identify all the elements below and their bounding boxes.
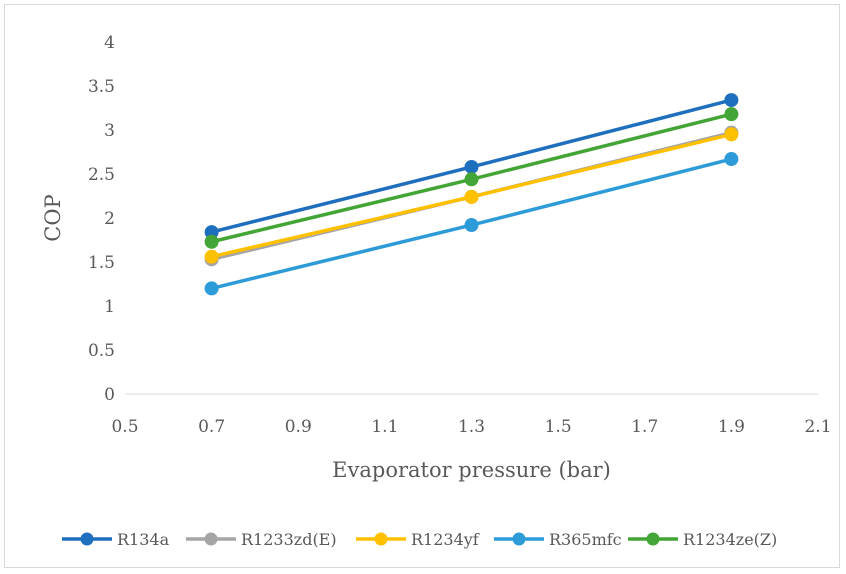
legend-marker: [646, 532, 660, 546]
y-axis-ticks: 0 0.5 1 1.5 2 2.5 3 3.5 4: [88, 33, 115, 405]
y-tick-label: 3: [104, 121, 115, 141]
legend-item: R1234ze(Z): [628, 530, 777, 549]
legend-marker: [512, 532, 526, 546]
legend-marker: [80, 532, 94, 546]
legend-marker: [204, 532, 218, 546]
series-r365mfc: [204, 152, 739, 296]
legend-item: R365mfc: [494, 530, 622, 549]
x-tick-label: 1.9: [718, 417, 745, 437]
data-point: [464, 159, 479, 174]
legend-item: R1233zd(E): [186, 530, 337, 549]
legend-item: R1234yf: [356, 530, 480, 549]
legend-label: R365mfc: [549, 530, 622, 549]
y-tick-label: 0: [104, 385, 115, 405]
y-tick-label: 1.5: [88, 253, 115, 273]
x-tick-label: 1.7: [631, 417, 658, 437]
series-r1234yf: [204, 127, 739, 264]
data-point: [724, 107, 739, 122]
data-point: [464, 218, 479, 233]
x-tick-label: 1.3: [458, 417, 485, 437]
y-tick-label: 3.5: [88, 77, 115, 97]
data-point: [464, 172, 479, 187]
x-axis-ticks: 0.5 0.7 0.9 1.1 1.3 1.5 1.7 1.9 2.1: [111, 417, 831, 437]
series-r1234ze-z-: [204, 107, 739, 249]
y-tick-label: 4: [104, 33, 115, 53]
x-tick-label: 2.1: [804, 417, 831, 437]
x-tick-label: 0.5: [111, 417, 138, 437]
y-tick-label: 0.5: [88, 341, 115, 361]
x-tick-label: 1.1: [371, 417, 398, 437]
data-point: [204, 234, 219, 249]
legend-item: R134a: [62, 530, 170, 549]
legend-label: R1234ze(Z): [683, 530, 777, 549]
y-tick-label: 2: [104, 209, 115, 229]
legend: R134a R1233zd(E) R1234yf R365mfc R1234ze(Z): [62, 530, 777, 549]
data-point: [204, 225, 219, 240]
data-point: [724, 93, 739, 108]
legend-marker: [374, 532, 388, 546]
legend-label: R1233zd(E): [241, 530, 337, 549]
y-tick-label: 2.5: [88, 165, 115, 185]
legend-label: R1234yf: [411, 530, 480, 549]
x-axis-title: Evaporator pressure (bar): [332, 458, 611, 482]
y-tick-label: 1: [104, 297, 115, 317]
data-point: [204, 281, 219, 296]
data-point: [724, 152, 739, 167]
x-tick-label: 0.7: [198, 417, 225, 437]
legend-label: R134a: [117, 530, 170, 549]
data-point: [204, 249, 219, 264]
chart-frame: [4, 4, 840, 568]
data-point: [464, 189, 479, 204]
x-tick-label: 0.9: [285, 417, 312, 437]
y-axis-title: COP: [41, 194, 65, 241]
x-tick-label: 1.5: [545, 417, 572, 437]
series-layer: [204, 93, 739, 296]
series-r134a: [204, 93, 739, 240]
data-point: [724, 127, 739, 142]
